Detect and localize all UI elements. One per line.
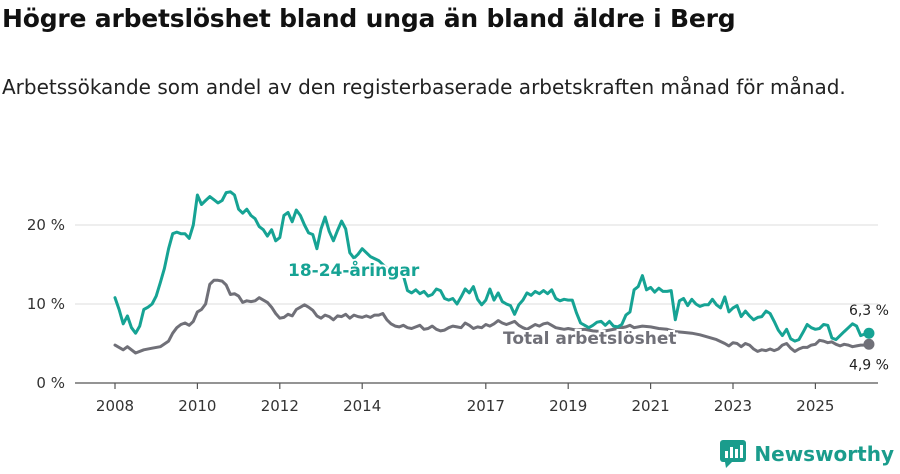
y-tick-label: 0 % [36, 374, 65, 392]
x-tick-label: 2023 [714, 397, 752, 415]
x-tick-label: 2014 [343, 397, 381, 415]
x-tick-label: 2019 [549, 397, 587, 415]
x-tick-label: 2017 [467, 397, 505, 415]
end-point-young [863, 327, 875, 339]
label-layer: 18-24-åringar Total arbetslöshet 6,3 % 4,9 … [286, 257, 889, 373]
newsworthy-logo-icon [720, 440, 747, 468]
end-label-total: 4,9 % [849, 357, 889, 373]
chart-title: Högre arbetslöshet bland unga än bland ä… [2, 4, 736, 33]
x-tick-label: 2008 [96, 397, 134, 415]
brand-name: Newsworthy [754, 442, 894, 466]
y-tick-label: 10 % [27, 295, 65, 313]
x-tick-label: 2012 [261, 397, 299, 415]
y-tick-label: 20 % [27, 216, 65, 234]
grid-layer [75, 224, 878, 305]
series-label-young: 18-24-åringar [288, 259, 420, 281]
x-tick-label: 2010 [178, 397, 216, 415]
series-line-young [113, 190, 871, 343]
y-axis: 0 % 10 % 20 % [27, 216, 65, 392]
x-tick-label: 2021 [632, 397, 670, 415]
series-layer [113, 190, 875, 355]
x-axis: 2008 2010 2012 2014 2017 2019 2021 2023 2025 [75, 382, 878, 415]
series-label-total: Total arbetslöshet [503, 329, 677, 349]
series-line-total [113, 278, 871, 355]
x-tick-label: 2025 [796, 397, 834, 415]
end-label-young: 6,3 % [849, 303, 889, 319]
end-point-total [863, 338, 875, 350]
brand: Newsworthy [720, 440, 894, 468]
chart-subtitle: Arbetssökande som andel av den registerb… [2, 75, 846, 99]
